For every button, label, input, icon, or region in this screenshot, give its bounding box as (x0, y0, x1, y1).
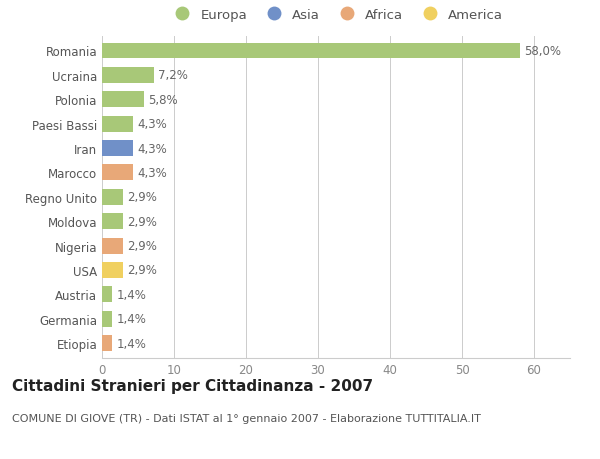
Bar (102, 165, 133, 181)
Text: 4,3%: 4,3% (137, 142, 167, 155)
Text: 5,8%: 5,8% (148, 94, 178, 106)
Text: 2,9%: 2,9% (127, 191, 157, 204)
Bar (102, 92, 144, 108)
Text: 2,9%: 2,9% (127, 215, 157, 228)
Bar (102, 44, 520, 59)
Bar (102, 214, 123, 230)
Text: Cittadini Stranieri per Cittadinanza - 2007: Cittadini Stranieri per Cittadinanza - 2… (12, 379, 373, 394)
Text: COMUNE DI GIOVE (TR) - Dati ISTAT al 1° gennaio 2007 - Elaborazione TUTTITALIA.I: COMUNE DI GIOVE (TR) - Dati ISTAT al 1° … (12, 413, 481, 423)
Text: 2,9%: 2,9% (127, 240, 157, 252)
Bar (102, 190, 123, 205)
Text: 1,4%: 1,4% (116, 313, 146, 325)
Text: 4,3%: 4,3% (137, 118, 167, 131)
Bar (102, 336, 112, 351)
Text: 1,4%: 1,4% (116, 288, 146, 301)
Bar (102, 141, 133, 157)
Bar (102, 238, 123, 254)
Text: 2,9%: 2,9% (127, 264, 157, 277)
Bar (102, 287, 112, 302)
Text: 1,4%: 1,4% (116, 337, 146, 350)
Bar (102, 311, 112, 327)
Bar (102, 263, 123, 278)
Bar (102, 117, 133, 132)
Bar (102, 68, 154, 84)
Legend: Europa, Asia, Africa, America: Europa, Asia, Africa, America (164, 3, 508, 27)
Text: 4,3%: 4,3% (137, 167, 167, 179)
Text: 58,0%: 58,0% (524, 45, 561, 58)
Text: 7,2%: 7,2% (158, 69, 188, 82)
